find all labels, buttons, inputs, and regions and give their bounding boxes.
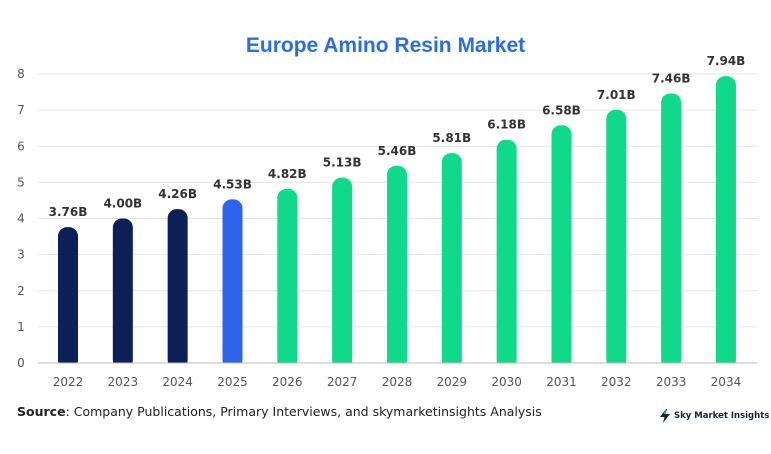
bar bbox=[332, 177, 353, 369]
x-axis-ticks: 2022 2023 2024 2025 2026 2027 2028 2029 2030 2031… bbox=[53, 375, 742, 389]
x-tick-label: 2027 bbox=[327, 375, 358, 389]
data-label: 6.58B bbox=[542, 103, 581, 117]
x-tick-label: 2032 bbox=[601, 375, 632, 389]
x-tick-label: 2029 bbox=[437, 375, 468, 389]
y-tick-label: 6 bbox=[17, 139, 25, 153]
bar bbox=[661, 93, 682, 369]
bar bbox=[441, 153, 462, 369]
data-label: 7.01B bbox=[597, 88, 636, 102]
x-tick-label: 2022 bbox=[53, 375, 84, 389]
data-label: 5.13B bbox=[323, 156, 362, 170]
bar bbox=[606, 109, 627, 370]
bar bbox=[222, 199, 243, 369]
y-tick-label: 4 bbox=[17, 212, 25, 226]
data-label: 7.46B bbox=[652, 72, 691, 86]
y-tick-label: 2 bbox=[17, 284, 25, 298]
x-tick-label: 2024 bbox=[162, 375, 193, 389]
bar bbox=[715, 76, 736, 369]
y-tick-label: 8 bbox=[17, 67, 25, 81]
data-labels: 3.76B 4.00B 4.26B 4.53B 4.82B 5.13B 5.46B 5.81B… bbox=[49, 54, 746, 219]
bar bbox=[167, 209, 188, 369]
bar bbox=[112, 218, 133, 369]
bar bbox=[58, 227, 78, 369]
data-label: 4.26B bbox=[158, 187, 197, 201]
y-axis-ticks: 0 1 2 3 4 5 6 7 8 bbox=[17, 67, 25, 370]
data-label: 7.94B bbox=[707, 54, 746, 68]
x-tick-label: 2030 bbox=[491, 375, 522, 389]
x-tick-label: 2034 bbox=[711, 375, 742, 389]
data-label: 4.53B bbox=[213, 177, 252, 191]
bar bbox=[386, 165, 407, 369]
data-label: 4.82B bbox=[268, 167, 307, 181]
y-tick-label: 7 bbox=[17, 103, 25, 117]
y-tick-label: 5 bbox=[17, 175, 25, 189]
data-label: 5.81B bbox=[432, 131, 471, 145]
data-label: 5.46B bbox=[378, 144, 417, 158]
x-tick-label: 2026 bbox=[272, 375, 303, 389]
x-tick-label: 2023 bbox=[108, 375, 139, 389]
chart-title: Europe Amino Resin Market bbox=[245, 34, 526, 57]
lightning-bolt-icon bbox=[660, 409, 670, 423]
source-text: : Company Publications, Primary Intervie… bbox=[65, 404, 542, 419]
bar-chart: 0 1 2 3 4 5 6 7 8 3.76B 4.00B 4.26B 4.53B 4.82B 5.13B… bbox=[17, 54, 757, 389]
bar bbox=[496, 139, 517, 369]
brand-logo: Sky Market Insights bbox=[660, 409, 769, 423]
axis-mask bbox=[38, 363, 757, 372]
y-tick-label: 1 bbox=[17, 320, 25, 334]
source-label: Source bbox=[17, 404, 66, 419]
x-tick-label: 2031 bbox=[546, 375, 577, 389]
x-tick-label: 2025 bbox=[217, 375, 248, 389]
x-tick-label: 2028 bbox=[382, 375, 413, 389]
bars bbox=[38, 76, 757, 372]
source-line: Source: Company Publications, Primary In… bbox=[17, 404, 542, 419]
y-tick-label: 0 bbox=[17, 356, 25, 370]
x-tick-label: 2033 bbox=[656, 375, 687, 389]
brand-name: Sky Market Insights bbox=[674, 411, 770, 421]
bar bbox=[551, 125, 572, 369]
bar bbox=[277, 188, 298, 369]
data-label: 6.18B bbox=[487, 118, 526, 132]
y-tick-label: 3 bbox=[17, 248, 25, 262]
data-label: 3.76B bbox=[49, 205, 88, 219]
data-label: 4.00B bbox=[103, 197, 142, 211]
